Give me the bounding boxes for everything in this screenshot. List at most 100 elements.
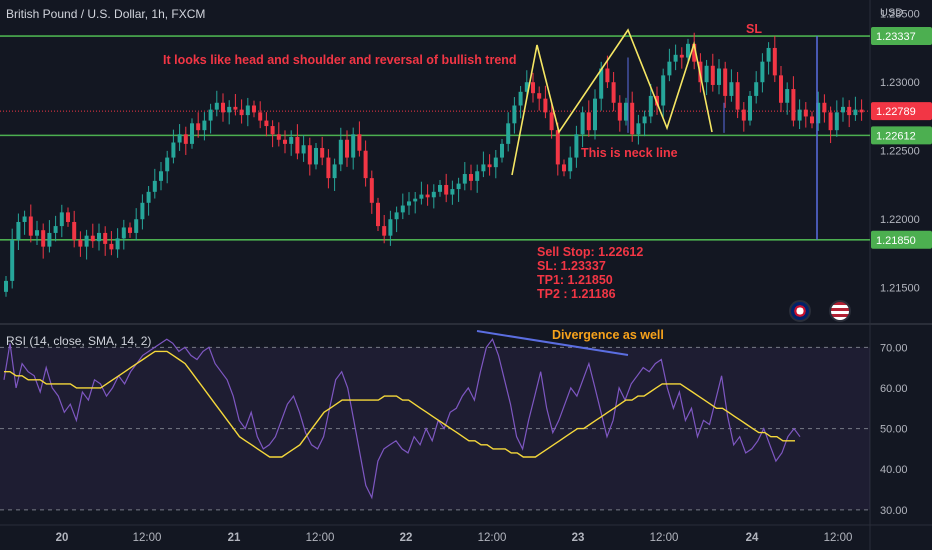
candle-body [859,109,864,113]
candle-body [41,230,46,247]
candle-body [580,112,585,135]
candle-body [295,137,300,154]
time-tick-label: 12:00 [306,532,335,544]
candle-body [568,157,573,172]
level-tag-label: 1.21850 [876,235,916,247]
candle-body [803,109,808,117]
candle-body [630,102,635,135]
candle-body [338,139,343,165]
candle-body [345,139,349,158]
candle-body [72,221,77,240]
time-tick-label: 20 [56,532,69,544]
candle-body [710,65,715,85]
candle-body [233,106,238,110]
candle-body [772,47,777,76]
candle-body [456,183,461,190]
candle-body [146,191,151,203]
time-tick-label: 24 [746,532,759,544]
candle-body [97,232,101,242]
price-tick-label: 1.23500 [880,9,920,21]
candle-body [450,189,455,195]
rsi-tick-label: 60.00 [880,383,908,395]
rsi-pane [0,327,870,522]
candle-body [171,142,176,158]
candle-body [270,126,275,135]
candle-body [320,147,325,158]
divergence-annotation: Divergence as well [552,328,664,342]
candle-body [723,68,728,96]
time-tick-label: 12:00 [650,532,679,544]
candle-body [518,91,523,106]
candle-body [667,61,672,76]
candle-body [810,116,814,124]
usd-flag-icon [829,300,851,322]
candle-body [407,201,411,206]
candle-body [512,105,517,124]
candle-body [642,116,647,124]
candle-body [841,106,845,113]
price-tick-label: 1.23000 [880,77,920,89]
last-price-tag [871,102,932,121]
candle-body [549,112,554,131]
candle-body [59,212,64,227]
candle-body [816,102,821,124]
candle-body [487,164,492,168]
candle-body [847,106,852,116]
sl-text: SL: 1.23337 [537,259,606,273]
candle-body [425,194,430,198]
candle-body [190,123,194,144]
level-tag-label: 1.22612 [876,130,916,142]
candle-body [332,164,337,179]
time-tick-label: 22 [400,532,413,544]
candle-body [419,194,424,199]
gbp-flag-icon [789,300,811,322]
candle-body [289,137,294,144]
candle-body [376,202,380,227]
candle-body [543,98,548,113]
pattern-annotation: It looks like head and shoulder and reve… [163,53,517,67]
candle-body [562,164,566,172]
candle-body [524,82,529,92]
level-tag-label: 1.23337 [876,31,916,43]
candle-body [692,43,697,62]
candle-body [493,157,498,168]
candle-body [754,82,759,96]
candle-body [834,112,839,131]
candle-body [252,105,256,113]
candle-body [84,235,89,247]
candle-body [555,130,560,165]
rsi-tick-label: 40.00 [880,464,908,476]
head-shoulders-zigzag [511,28,713,176]
candle-body [183,134,188,144]
candle-body [785,89,790,103]
candle-body [828,112,833,131]
candle-body [165,157,170,172]
candle-body [624,102,628,121]
time-tick-label: 21 [228,532,241,544]
candle-body [636,123,641,135]
candle-body [791,89,796,121]
time-tick-label: 12:00 [824,532,853,544]
candle-body [853,109,858,116]
price-tick-label: 1.21500 [880,283,920,295]
candle-body [66,212,70,222]
candle-body [152,180,157,192]
time-tick-label: 23 [572,532,585,544]
candle-body [134,219,139,233]
trade-plan: Sell Stop: 1.22612 SL: 1.23337 TP1: 1.21… [537,245,643,301]
candle-body [760,61,765,83]
candle-body [599,68,604,99]
price-tick-label: 1.22000 [880,214,920,226]
candle-body [109,243,114,250]
level-tag [871,230,932,249]
candle-body [382,226,387,236]
candle-body [593,98,597,131]
candle-body [388,219,393,236]
candle-body [735,82,740,110]
candle-body [221,102,225,113]
candle-body [605,68,610,83]
time-tick-label: 12:00 [478,532,507,544]
candle-body [717,68,721,85]
rsi-tick-label: 70.00 [880,342,908,354]
